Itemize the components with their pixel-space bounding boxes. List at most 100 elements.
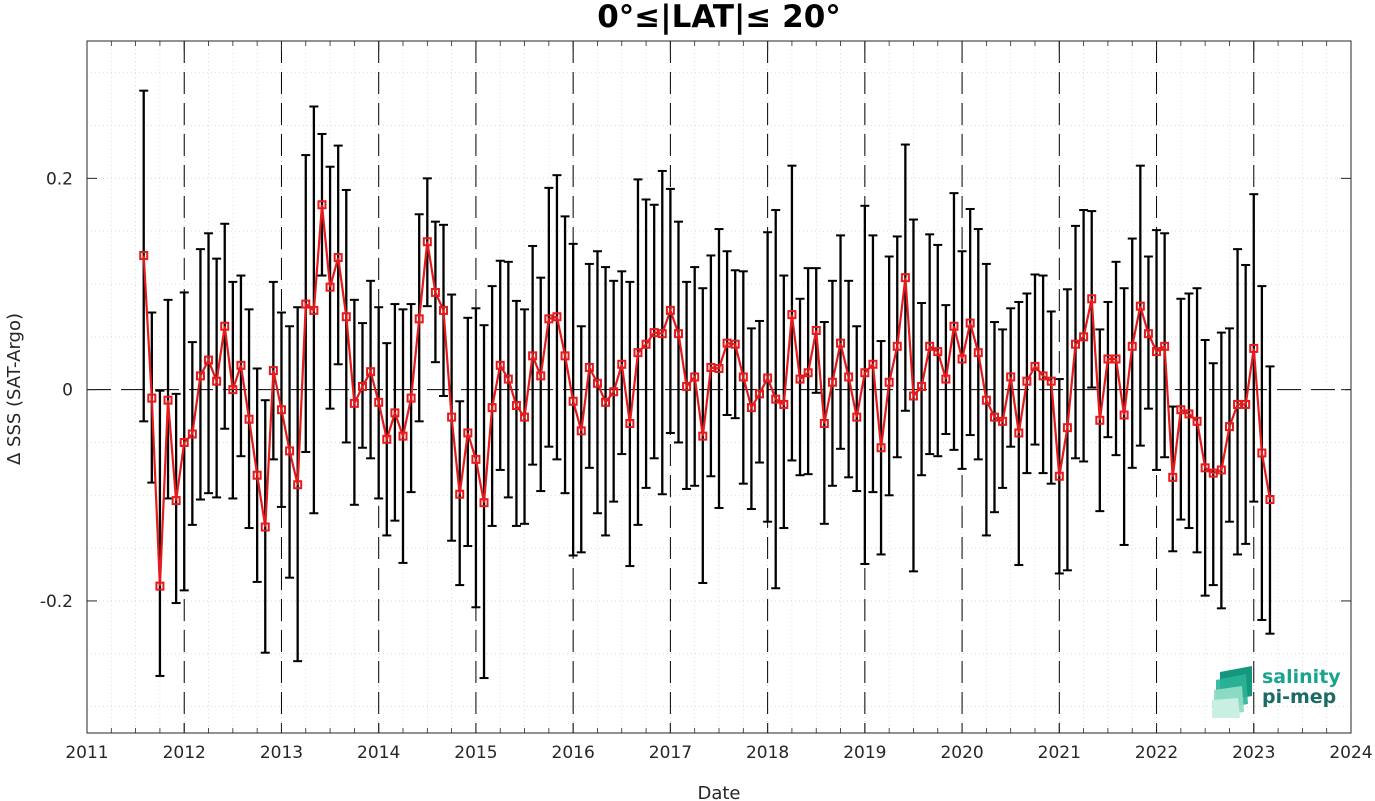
- data-point-marker: [544, 314, 554, 324]
- data-point-marker: [487, 403, 497, 413]
- salinity-pi-mep-logo: salinity pi-mep: [1212, 664, 1342, 720]
- data-point-marker: [819, 418, 829, 428]
- y-tick-label: 0: [62, 381, 73, 401]
- data-point-marker: [1103, 354, 1113, 364]
- series-line: [142, 204, 1272, 587]
- y-axis-label: Δ SSS (SAT-Argo): [4, 313, 25, 465]
- data-point-marker: [868, 359, 878, 369]
- x-axis-label: Date: [697, 783, 740, 801]
- data-point-marker: [244, 414, 254, 424]
- data-point-marker: [341, 312, 351, 322]
- x-tick-label: 2019: [843, 743, 886, 763]
- data-point-marker: [204, 355, 214, 365]
- logo-text-pi-mep: pi-mep: [1262, 686, 1337, 708]
- data-point-marker: [673, 329, 683, 339]
- data-point-marker: [746, 403, 756, 413]
- data-point-marker: [1200, 463, 1210, 473]
- data-point-marker: [803, 368, 813, 378]
- data-point-marker: [763, 373, 773, 383]
- data-point-marker: [325, 282, 335, 292]
- data-point-marker: [592, 378, 602, 388]
- data-point-marker: [998, 416, 1008, 426]
- data-point-marker: [690, 372, 700, 382]
- data-point-marker: [1241, 399, 1251, 409]
- data-point-marker: [1127, 341, 1137, 351]
- data-point-marker: [1168, 472, 1178, 482]
- data-point-marker: [447, 412, 457, 422]
- data-point-marker: [1160, 341, 1170, 351]
- data-point-marker: [1111, 354, 1121, 364]
- data-point-marker: [479, 498, 489, 508]
- data-point-marker: [1006, 372, 1016, 382]
- data-point-marker: [1184, 409, 1194, 419]
- data-point-marker: [560, 351, 570, 361]
- data-point-marker: [503, 374, 513, 384]
- data-point-marker: [649, 328, 659, 338]
- data-point-marker: [1192, 416, 1202, 426]
- data-point-marker: [293, 480, 303, 490]
- data-point-marker: [1079, 332, 1089, 342]
- x-tick-label: 2024: [1329, 743, 1372, 763]
- data-point-marker: [1224, 422, 1234, 432]
- wave-logo-icon: [1212, 666, 1252, 718]
- data-point-marker: [374, 397, 384, 407]
- data-point-marker: [552, 312, 562, 322]
- data-point-marker: [714, 364, 724, 374]
- data-point-marker: [625, 418, 635, 428]
- data-point-marker: [584, 362, 594, 372]
- data-point-marker: [495, 360, 505, 370]
- data-point-marker: [1071, 339, 1081, 349]
- data-point-marker: [406, 393, 416, 403]
- chart-title: 0°≤|LAT|≤ 20°: [597, 0, 841, 35]
- data-point-marker: [876, 443, 886, 453]
- x-tick-label: 2013: [260, 743, 303, 763]
- data-point-marker: [827, 377, 837, 387]
- data-point-marker: [1087, 294, 1097, 304]
- data-point-marker: [730, 339, 740, 349]
- data-point-marker: [349, 398, 359, 408]
- data-point-marker: [528, 351, 538, 361]
- data-point-marker: [1265, 495, 1275, 505]
- data-point-marker: [179, 437, 189, 447]
- data-point-marker: [884, 377, 894, 387]
- data-point-marker: [1152, 347, 1162, 357]
- data-point-marker: [195, 371, 205, 381]
- data-point-marker: [155, 581, 165, 591]
- data-point-marker: [860, 368, 870, 378]
- data-point-marker: [657, 329, 667, 339]
- x-tick-label: 2015: [454, 743, 497, 763]
- data-point-marker: [787, 310, 797, 320]
- y-tick-label: -0.2: [40, 592, 73, 612]
- data-point-marker: [892, 341, 902, 351]
- data-point-marker: [1208, 468, 1218, 478]
- data-point-marker: [633, 348, 643, 358]
- data-point-marker: [609, 387, 619, 397]
- data-point-marker: [357, 381, 367, 391]
- data-point-marker: [965, 318, 975, 328]
- data-point-marker: [844, 372, 854, 382]
- data-point-marker: [398, 431, 408, 441]
- data-point-marker: [836, 338, 846, 348]
- data-point-marker: [333, 253, 343, 263]
- data-point-marker: [900, 273, 910, 283]
- data-point-marker: [309, 305, 319, 315]
- x-tick-label: 2017: [649, 743, 692, 763]
- data-point-marker: [147, 393, 157, 403]
- data-point-marker: [941, 374, 951, 384]
- logo-text-salinity: salinity: [1262, 666, 1341, 688]
- data-point-marker: [139, 250, 149, 260]
- y-tick-label: 0.2: [46, 169, 73, 189]
- data-point-marker: [1135, 301, 1145, 311]
- data-point-marker: [989, 412, 999, 422]
- data-point-marker: [285, 446, 295, 456]
- data-point-marker: [576, 426, 586, 436]
- data-point-marker: [973, 348, 983, 358]
- data-point-marker: [220, 321, 230, 331]
- data-point-marker: [1257, 448, 1267, 458]
- data-point-marker: [568, 396, 578, 406]
- x-tick-label: 2022: [1135, 743, 1178, 763]
- plot-frame: [86, 40, 1352, 734]
- data-point-marker: [811, 325, 821, 335]
- data-point-marker: [957, 354, 967, 364]
